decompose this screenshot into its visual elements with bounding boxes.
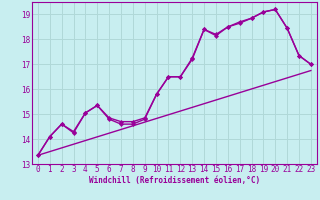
X-axis label: Windchill (Refroidissement éolien,°C): Windchill (Refroidissement éolien,°C) [89, 176, 260, 185]
